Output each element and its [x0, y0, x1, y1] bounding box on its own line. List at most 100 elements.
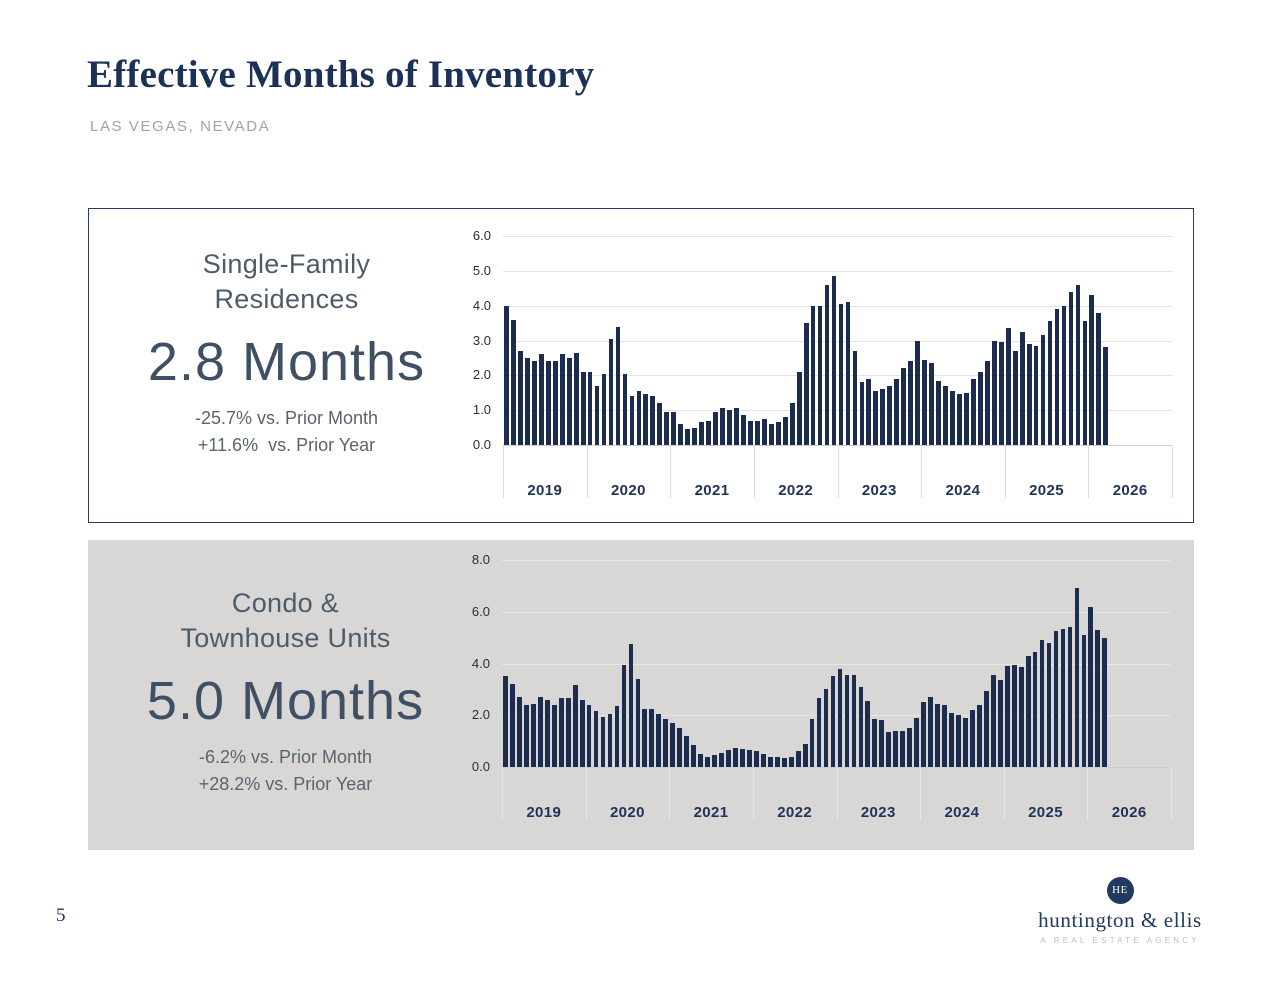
bar [838, 303, 844, 445]
bar [998, 342, 1004, 445]
bar [1047, 321, 1053, 445]
bar [544, 699, 550, 767]
bar [635, 679, 641, 767]
bar [976, 704, 982, 767]
x-axis-year-label: 2024 [944, 804, 980, 821]
bar [935, 703, 940, 767]
segment-label-line2: Townhouse Units [180, 623, 391, 653]
bar [628, 644, 634, 767]
bar [824, 284, 830, 445]
bar [685, 429, 691, 445]
stats-single-family: Single-Family Residences 2.8 Months -25.… [89, 247, 484, 459]
bar [614, 706, 620, 767]
bar [886, 732, 892, 767]
bar [795, 751, 801, 767]
year-divider [1088, 446, 1090, 498]
logo-monogram-icon: HE [1106, 877, 1134, 904]
bar [525, 357, 530, 445]
bar [566, 357, 572, 445]
bar [747, 750, 752, 767]
bar [517, 697, 522, 767]
y-axis-tick-label: 2.0 [472, 367, 491, 383]
bar [1089, 295, 1095, 445]
bar [545, 361, 551, 445]
year-divider [1172, 446, 1173, 498]
bar [753, 751, 759, 767]
bar [865, 701, 871, 767]
logo-tagline: A REAL ESTATE AGENCY [1040, 936, 1200, 945]
x-axis-year-label: 2023 [861, 482, 897, 499]
bar [852, 350, 858, 445]
bar [538, 354, 544, 445]
bar [1075, 284, 1081, 445]
x-axis-year-label: 2026 [1111, 804, 1147, 821]
year-divider [1171, 768, 1172, 820]
stats-condo-townhouse: Condo & Townhouse Units 5.0 Months -6.2%… [88, 586, 483, 798]
segment-label-line1: Single-Family [202, 249, 371, 279]
bar [936, 380, 941, 445]
bar [915, 340, 921, 445]
bar [580, 371, 586, 445]
bar [1067, 627, 1073, 767]
bar [1033, 345, 1039, 445]
bar [699, 422, 704, 445]
vs-prior-year: +11.6% vs. Prior Year [197, 435, 376, 455]
bar [754, 420, 760, 445]
bar [760, 754, 766, 767]
bar [970, 710, 975, 767]
bar [684, 735, 690, 767]
bar [768, 424, 774, 445]
bar [727, 410, 732, 445]
bar [963, 717, 968, 767]
logo-name: huntington & ellis [1038, 908, 1202, 932]
bar [713, 411, 718, 445]
bar [691, 745, 697, 767]
bar [796, 371, 802, 445]
gridline [503, 270, 1172, 272]
x-axis-line [503, 445, 1172, 446]
bar [872, 719, 878, 767]
bar [621, 664, 627, 767]
bar [858, 686, 864, 767]
bar [551, 704, 557, 767]
year-divider [1003, 768, 1005, 820]
bar [880, 389, 886, 445]
year-divider [585, 768, 587, 820]
bar [601, 373, 607, 445]
year-divider [502, 768, 503, 820]
bar [1082, 321, 1088, 445]
bar [678, 424, 684, 445]
panel-condo-townhouse: Condo & Townhouse Units 5.0 Months -6.2%… [88, 540, 1194, 850]
bar [692, 427, 698, 445]
x-axis-year-label: 2019 [527, 482, 563, 499]
bar [866, 378, 872, 445]
bar [942, 704, 947, 767]
year-divider [752, 768, 754, 820]
comparison-block: -25.7% vs. Prior Month +11.6% vs. Prior … [89, 405, 484, 459]
bar [893, 730, 899, 767]
bar [809, 719, 815, 767]
bar [928, 697, 933, 767]
bar [789, 403, 795, 445]
panel-single-family: Single-Family Residences 2.8 Months -25.… [88, 208, 1194, 523]
gridline [502, 560, 1171, 561]
year-divider [753, 446, 755, 498]
bar [900, 730, 906, 767]
bar [802, 743, 808, 767]
year-divider [836, 768, 838, 820]
bar [608, 338, 614, 445]
bar [1095, 629, 1101, 767]
bar [622, 373, 628, 445]
bar [649, 708, 655, 767]
bar [1025, 655, 1031, 767]
bar [1019, 331, 1025, 445]
bar [907, 728, 913, 767]
bar [1026, 343, 1032, 445]
bar [587, 371, 593, 445]
bar [983, 690, 989, 767]
bar [579, 699, 585, 767]
bar [650, 396, 656, 445]
bar [1005, 328, 1011, 445]
bar [964, 392, 969, 445]
